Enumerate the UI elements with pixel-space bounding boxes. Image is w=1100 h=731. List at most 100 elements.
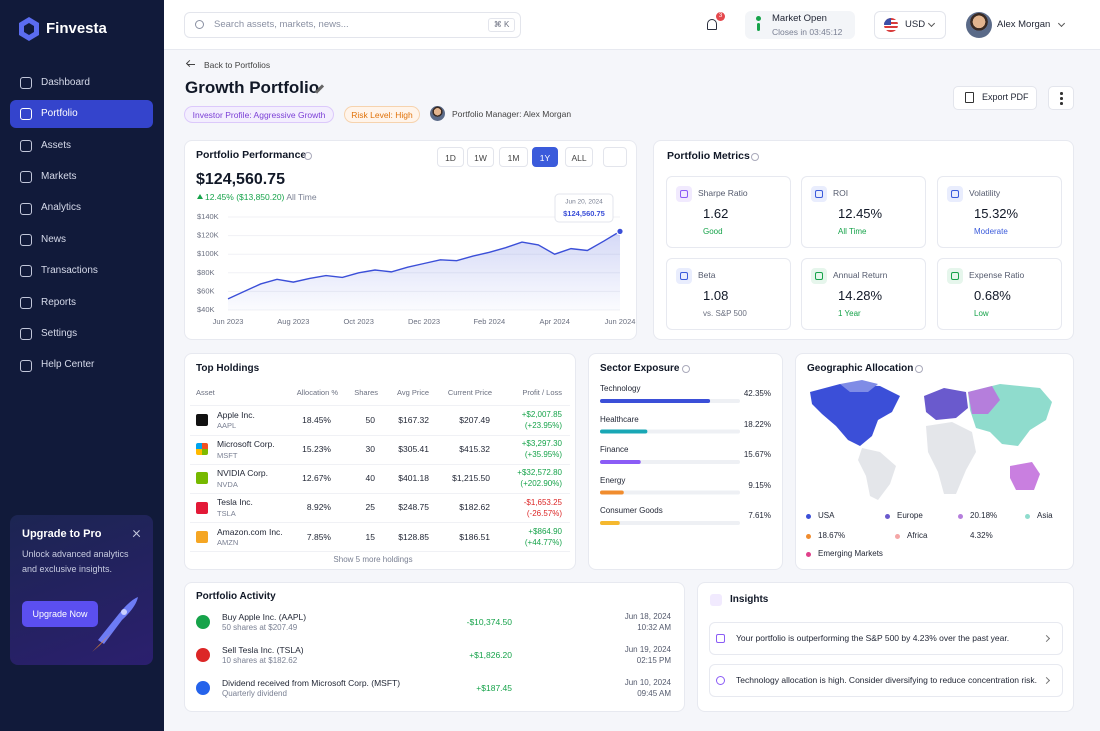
asset-name[interactable]: Amazon.com Inc. <box>217 526 283 537</box>
row-divider <box>190 405 570 407</box>
range-button[interactable]: 1D <box>437 147 464 167</box>
nav-icon <box>20 108 32 121</box>
asset-name[interactable]: Microsoft Corp. <box>217 438 275 449</box>
range-button[interactable]: ALL <box>565 147 593 167</box>
badge <box>716 12 725 21</box>
range-label[interactable]: 1Y <box>539 153 551 163</box>
sector-value: 18.22% <box>743 419 771 429</box>
upgrade-button[interactable]: Upgrade Now <box>22 601 98 627</box>
nav-item[interactable]: Help Center <box>41 359 95 371</box>
nav-item[interactable]: Markets <box>41 171 77 182</box>
avatar <box>966 12 992 38</box>
allocation: 15.23% <box>302 443 331 454</box>
profit-percent: (+35.95%) <box>524 450 562 460</box>
asset-ticker: NVDA <box>217 479 238 489</box>
activity-time: 02:15 PM <box>636 656 671 666</box>
shares: 15 <box>365 531 375 542</box>
manager: Portfolio Manager: Alex Morgan <box>452 108 572 119</box>
legend-label: USA <box>818 511 835 521</box>
export-button[interactable] <box>953 86 1037 110</box>
holdings-card <box>184 353 576 570</box>
nav-item[interactable]: Analytics <box>41 202 82 214</box>
nav-item[interactable]: Transactions <box>41 265 98 277</box>
avg-price: $167.32 <box>398 414 429 425</box>
nav-item[interactable]: Assets <box>41 139 72 151</box>
shortcut-box <box>488 18 515 32</box>
allocation: 18.45% <box>302 414 331 425</box>
sector-label: Healthcare <box>600 414 639 424</box>
range-button[interactable]: 1M <box>499 147 528 167</box>
insight-item[interactable] <box>709 622 1063 655</box>
avg-price: $401.18 <box>398 473 429 484</box>
info-icon <box>915 365 923 373</box>
allocation: 7.85% <box>306 531 331 542</box>
activity-amount: -$10,374.50 <box>466 616 512 627</box>
export-label[interactable]: Export PDF <box>982 92 1029 103</box>
show-more[interactable]: Show 5 more holdings <box>333 555 413 564</box>
nav-item[interactable]: Settings <box>41 328 78 339</box>
range-label[interactable]: 1M <box>507 153 520 163</box>
upgrade-button-label[interactable]: Upgrade Now <box>32 609 88 619</box>
asset-name[interactable]: Apple Inc. <box>217 409 255 420</box>
currency-box[interactable] <box>874 11 946 39</box>
search-box[interactable] <box>184 12 521 38</box>
avg-price: $248.75 <box>398 502 429 513</box>
insight-icon <box>716 676 725 685</box>
asset-ticker: AAPL <box>217 421 237 431</box>
asset-ticker: AMZN <box>217 538 239 548</box>
nav-item[interactable]: News <box>41 233 67 245</box>
nav-item[interactable]: Portfolio <box>41 108 78 120</box>
shares: 50 <box>365 414 375 425</box>
search-placeholder: Search assets, markets, news... <box>214 19 349 31</box>
metric-value: 0.68% <box>974 287 1011 303</box>
metric-label: Sharpe Ratio <box>698 187 748 198</box>
activity-detail: 10 shares at $182.62 <box>222 656 298 666</box>
range-label[interactable]: ALL <box>571 153 587 163</box>
market-dot <box>756 16 761 21</box>
current-price: $182.62 <box>459 502 490 513</box>
nav-item[interactable]: Reports <box>41 296 77 308</box>
tag: Risk Level: High <box>344 106 420 123</box>
card-title: Top Holdings <box>196 362 260 374</box>
row-divider <box>190 493 570 494</box>
bell-icon <box>707 19 717 30</box>
legend-dot <box>884 513 890 519</box>
nav-icon <box>20 234 32 246</box>
profit: -$1,653.25 <box>523 497 562 507</box>
asset-ticker: MSFT <box>217 450 238 460</box>
range-label[interactable]: 1D <box>445 153 456 163</box>
more-dot <box>1060 92 1063 95</box>
user-name[interactable]: Alex Morgan <box>997 19 1051 31</box>
company-logo <box>196 530 208 543</box>
range-button[interactable]: 1W <box>467 147 494 167</box>
upgrade-text: Unlock advanced analytics and exclusive … <box>22 549 129 574</box>
asset-name[interactable]: NVIDIA Corp. <box>217 468 269 479</box>
legend-dot <box>805 551 811 557</box>
metric-note: Moderate <box>974 227 1008 237</box>
sector-value: 7.61% <box>748 511 771 521</box>
insight-text: Technology allocation is high. Consider … <box>736 674 1037 685</box>
back-arrow[interactable] <box>187 64 195 66</box>
asset-name[interactable]: Tesla Inc. <box>217 497 253 508</box>
range-label[interactable]: 1W <box>474 153 487 163</box>
brand: Finvesta <box>46 19 107 37</box>
activity-icon <box>196 648 210 662</box>
range-button[interactable]: 1Y <box>532 147 558 167</box>
nav-active-bg <box>10 100 153 129</box>
badge-count: 3 <box>718 13 723 19</box>
activity-detail: 50 shares at $207.49 <box>222 623 298 633</box>
insight-item[interactable] <box>709 664 1063 697</box>
metric-label: Volatility <box>969 187 1001 198</box>
nav-item[interactable]: Dashboard <box>41 76 90 88</box>
sector-label: Consumer Goods <box>600 506 663 516</box>
back-link[interactable]: Back to Portfolios <box>204 59 271 70</box>
column-header: Profit / Loss <box>522 388 562 398</box>
chart-type-button[interactable] <box>603 147 627 167</box>
legend-dot <box>1024 513 1030 519</box>
activity-detail: Quarterly dividend <box>222 689 287 699</box>
legend-dot <box>894 533 900 539</box>
metric-value: 1.08 <box>703 287 729 303</box>
insight-text: Your portfolio is outperforming the S&P … <box>736 632 1010 643</box>
shares: 30 <box>365 443 375 454</box>
activity-date: Jun 18, 2024 <box>624 612 671 622</box>
